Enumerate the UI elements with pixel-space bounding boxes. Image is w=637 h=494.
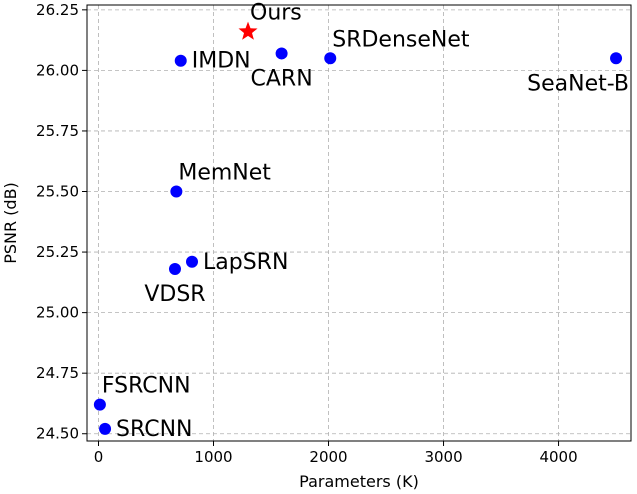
- point-seanet-b: [610, 52, 623, 65]
- point-label-seanet-b: SeaNet-B: [527, 71, 629, 96]
- point-vdsr: [168, 263, 181, 276]
- point-carn: [275, 47, 288, 60]
- x-axis-title: Parameters (K): [299, 472, 419, 491]
- point-srcnn: [99, 422, 112, 435]
- point-label-carn: CARN: [251, 66, 313, 91]
- y-tick-label: 26.25: [36, 1, 79, 19]
- plot-frame: [86, 4, 632, 442]
- y-tick-label: 24.50: [36, 425, 79, 443]
- axis-ticks: 0 1000 2000 3000 4000 24.50 24.75 25.00 25.25 25.…: [36, 1, 578, 466]
- y-tick-label: 25.25: [36, 243, 79, 261]
- point-label-memnet: MemNet: [178, 161, 271, 186]
- y-tick-label: 24.75: [36, 364, 79, 382]
- point-memnet: [170, 185, 183, 198]
- y-tick-label: 25.00: [36, 304, 79, 322]
- x-tick-label: 3000: [424, 448, 462, 466]
- point-fsrcnn: [93, 398, 106, 411]
- x-tick-label: 4000: [539, 448, 577, 466]
- point-ours-star: [238, 21, 258, 40]
- point-label-ours: Ours: [250, 1, 302, 26]
- grid-lines: [87, 5, 631, 441]
- point-label-srcnn: SRCNN: [116, 417, 192, 442]
- point-label-fsrcnn: FSRCNN: [102, 374, 191, 399]
- point-srdensenet: [324, 52, 337, 65]
- x-tick-label: 1000: [194, 448, 232, 466]
- point-label-vdsr: VDSR: [144, 282, 205, 307]
- point-lapsrn: [186, 255, 199, 268]
- y-tick-label: 25.50: [36, 183, 79, 201]
- y-tick-label: 26.00: [36, 61, 79, 79]
- x-tick-label: 0: [94, 448, 104, 466]
- point-label-lapsrn: LapSRN: [203, 250, 288, 275]
- x-tick-label: 2000: [309, 448, 347, 466]
- point-label-imdn: IMDN: [192, 49, 251, 74]
- y-tick-label: 25.75: [36, 122, 79, 140]
- point-label-srdensenet: SRDenseNet: [332, 27, 470, 52]
- point-imdn: [174, 54, 187, 67]
- y-axis-title: PSNR (dB): [1, 182, 20, 264]
